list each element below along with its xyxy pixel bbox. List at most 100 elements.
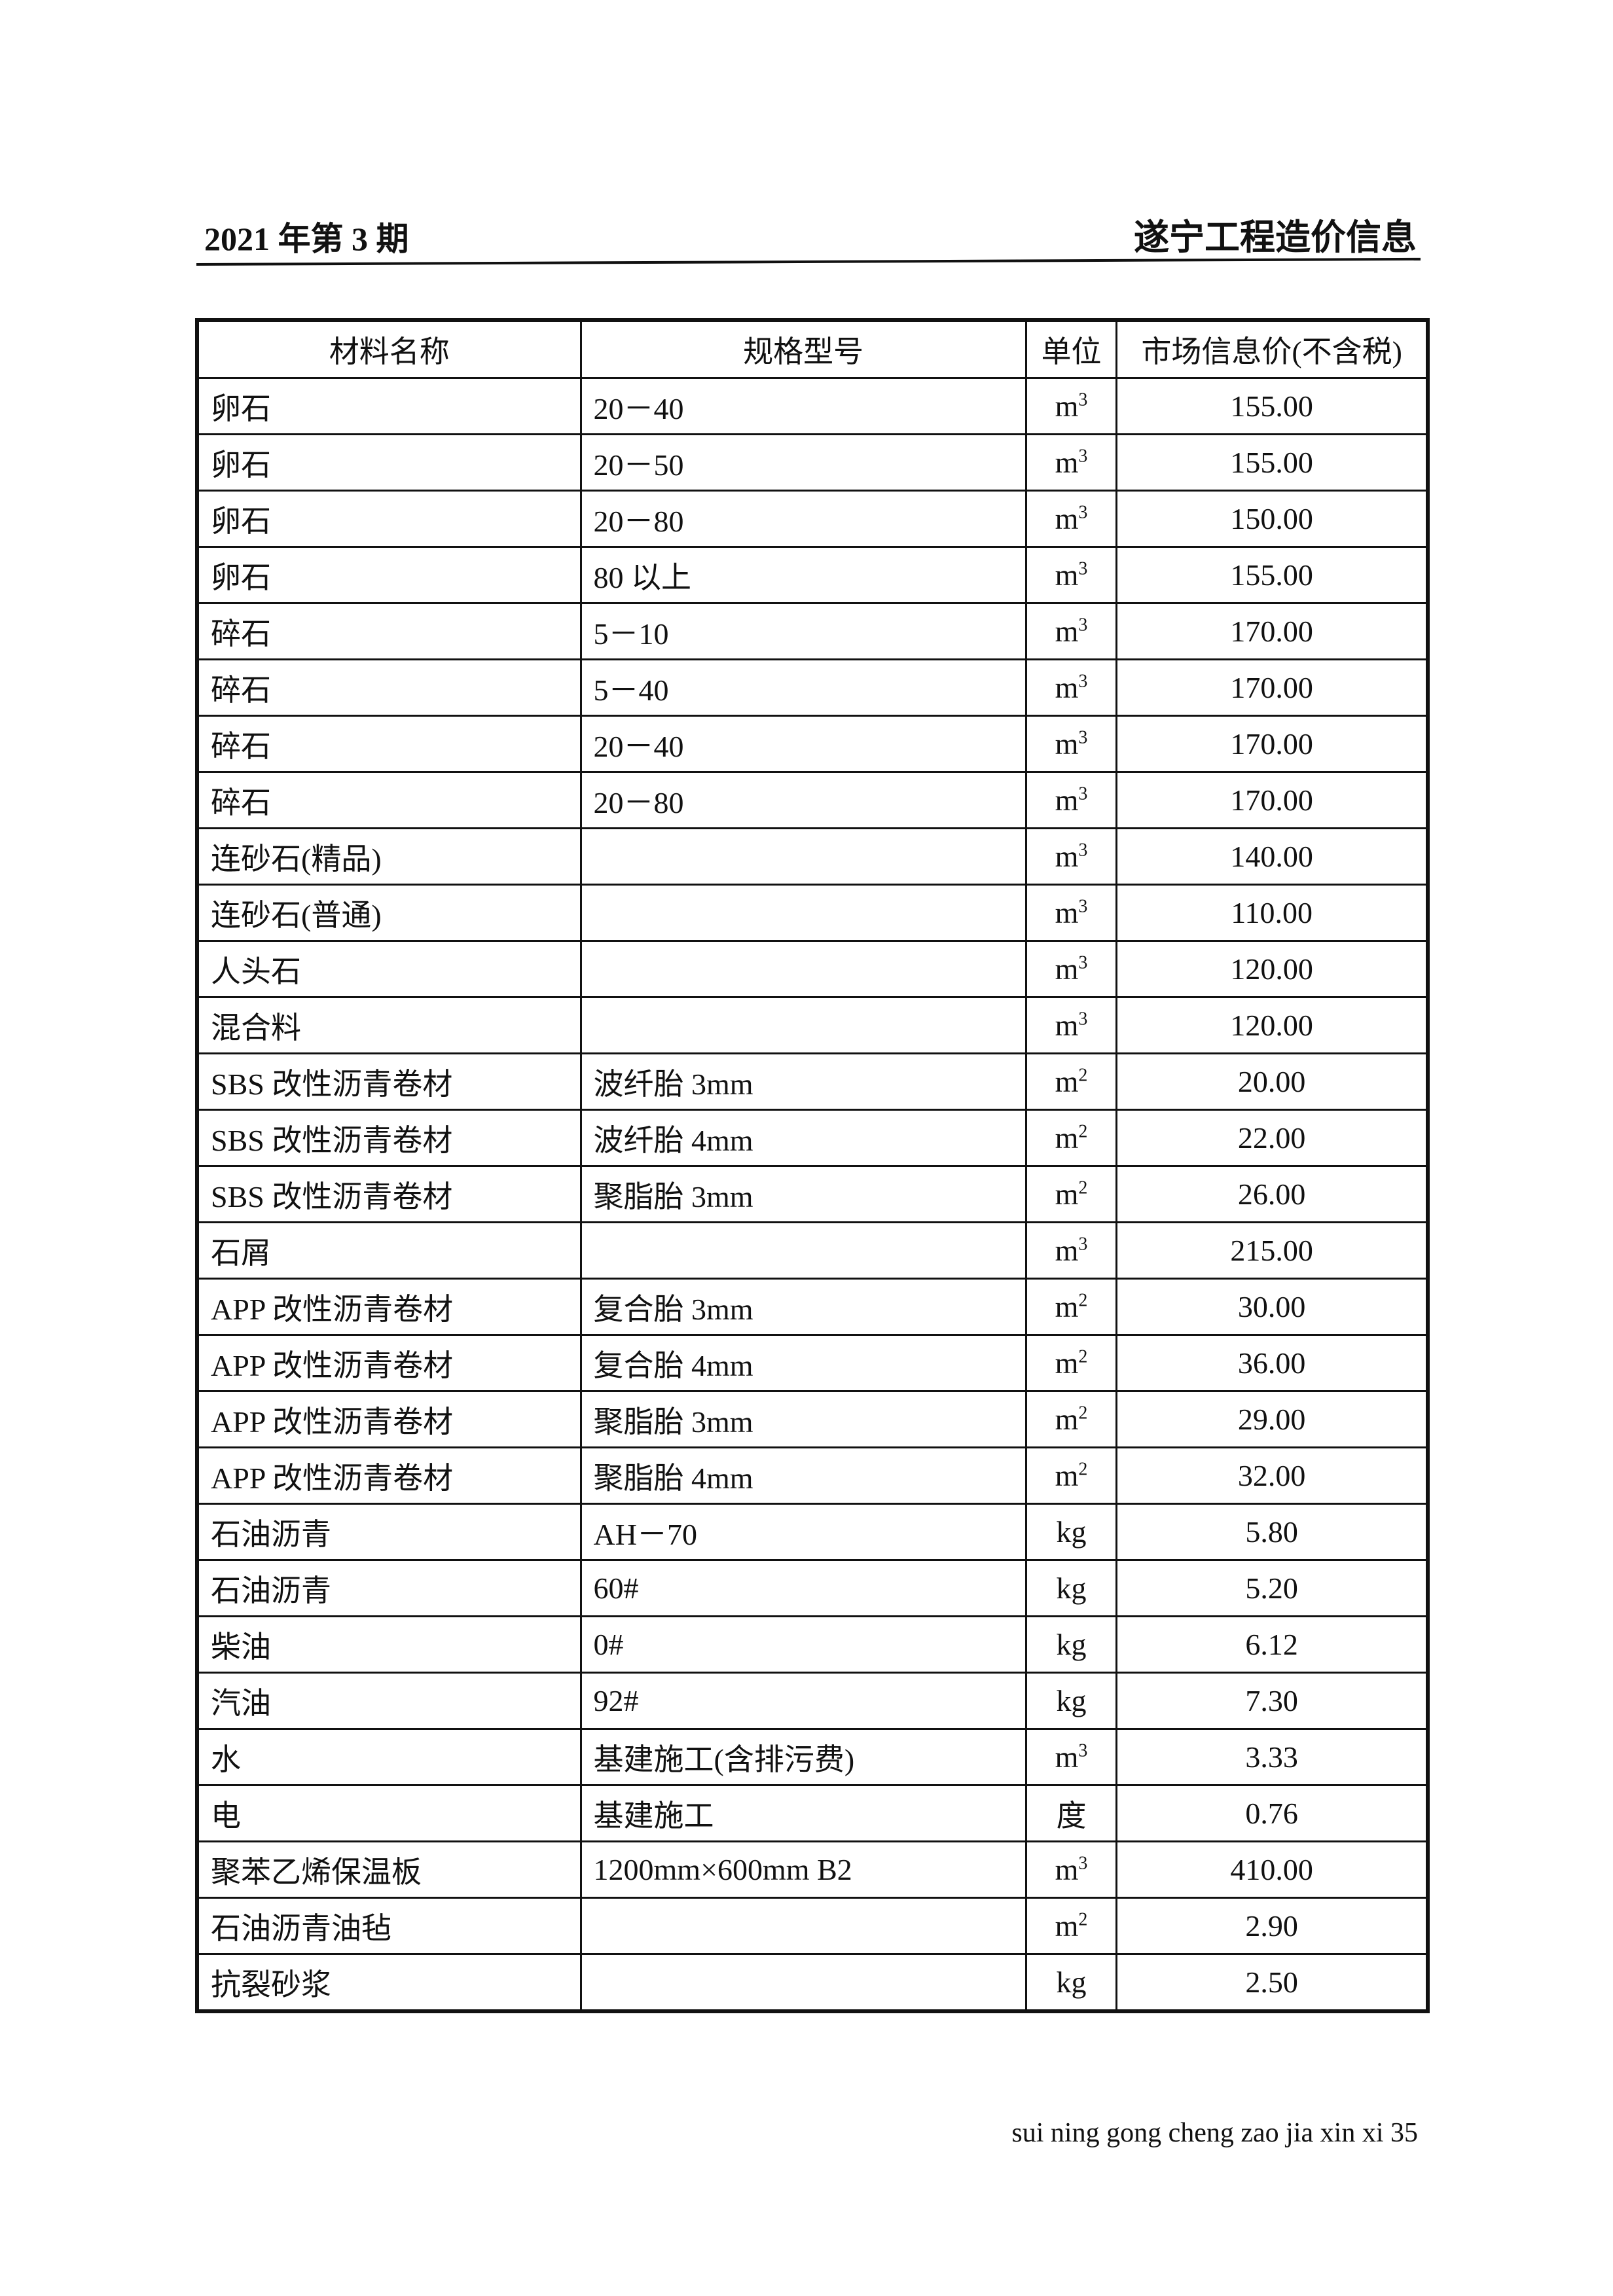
price-cell: 2.50 [1115,1953,1429,2013]
spec-cell: 聚脂胎 3mm [579,1165,1027,1223]
spec-cell: 基建施工(含排污费) [579,1728,1027,1786]
price-cell: 155.00 [1115,377,1429,435]
spec-cell: 20－40 [579,715,1027,773]
material-name-cell: SBS 改性沥青卷材 [196,1165,582,1223]
spec-cell: 复合胎 3mm [579,1278,1027,1336]
unit-text: m [1055,1740,1079,1774]
unit-cell: m2 [1024,1052,1118,1111]
unit-cell: m3 [1024,546,1118,604]
unit-cell: m2 [1024,1390,1118,1448]
unit-cell: m3 [1024,884,1118,942]
table-row: 卵石 20－50 m3 155.00 [196,433,1429,492]
table-row: 连砂石(普通) m3 110.00 [196,884,1429,942]
price-cell: 6.12 [1115,1615,1429,1674]
spec-cell: 80 以上 [579,546,1027,604]
unit-cell: m2 [1024,1897,1118,1955]
table-row: 抗裂砂浆 kg 2.50 [196,1953,1429,2013]
spec-cell: 92# [579,1672,1027,1730]
unit-text: m [1055,615,1079,648]
unit-cell: kg [1024,1503,1118,1561]
unit-text: m [1055,1909,1079,1943]
unit-cell: kg [1024,1953,1118,2013]
spec-cell: 20－80 [579,771,1027,829]
unit-text: m [1055,1459,1079,1492]
price-cell: 215.00 [1115,1221,1429,1280]
table-row: 碎石 20－40 m3 170.00 [196,715,1429,773]
unit-cell: m3 [1024,1221,1118,1280]
unit-text: kg [1056,1571,1087,1605]
unit-cell: m2 [1024,1446,1118,1505]
unit-text: m [1055,952,1079,986]
unit-cell: kg [1024,1615,1118,1674]
unit-exponent: 3 [1078,502,1088,523]
price-cell: 0.76 [1115,1784,1429,1842]
material-name-cell: 连砂石(精品) [196,827,582,886]
material-name-cell: 聚苯乙烯保温板 [196,1840,582,1899]
unit-cell: m2 [1024,1109,1118,1167]
unit-text: m [1055,1177,1079,1211]
unit-text: m [1055,1403,1079,1436]
unit-text: m [1055,1853,1079,1886]
material-name-cell: 卵石 [196,546,582,604]
unit-cell: m2 [1024,1334,1118,1392]
price-cell: 26.00 [1115,1165,1429,1223]
unit-cell: m3 [1024,715,1118,773]
spec-cell: 波纤胎 3mm [579,1052,1027,1111]
table-row: 电基建施工度 0.76 [196,1784,1429,1842]
price-cell: 20.00 [1115,1052,1429,1111]
spec-cell: 0# [579,1615,1027,1674]
unit-cell: m3 [1024,1840,1118,1899]
material-name-cell: 柴油 [196,1615,582,1674]
unit-exponent: 3 [1078,1740,1088,1761]
price-cell: 120.00 [1115,996,1429,1054]
column-header-unit: 单位 [1024,319,1118,379]
table-row: 汽油 92# kg 7.30 [196,1672,1429,1730]
table-row: 碎石 5－10 m3 170.00 [196,602,1429,660]
table-row: 水基建施工(含排污费) m3 3.33 [196,1728,1429,1786]
unit-cell: m3 [1024,827,1118,886]
price-cell: 36.00 [1115,1334,1429,1392]
unit-cell: m3 [1024,490,1118,548]
spec-cell: 聚脂胎 3mm [579,1390,1027,1448]
table-row: SBS 改性沥青卷材 波纤胎 3mm m2 20.00 [196,1052,1429,1111]
table-row: 石油沥青油毡 m2 2.90 [196,1897,1429,1955]
spec-cell: AH－70 [579,1503,1027,1561]
price-cell: 22.00 [1115,1109,1429,1167]
unit-exponent: 3 [1078,1853,1088,1874]
unit-cell: m3 [1024,602,1118,660]
material-name-cell: 石油沥青 [196,1559,582,1617]
price-cell: 5.20 [1115,1559,1429,1617]
table-row: 人头石 m3 120.00 [196,940,1429,998]
spec-cell: 5－40 [579,658,1027,717]
material-name-cell: 连砂石(普通) [196,884,582,942]
table-header-row: 材料名称 规格型号 单位 市场信息价(不含税) [196,319,1429,379]
unit-exponent: 2 [1078,1121,1088,1142]
price-cell: 170.00 [1115,602,1429,660]
price-cell: 120.00 [1115,940,1429,998]
unit-exponent: 2 [1078,1403,1088,1424]
price-cell: 170.00 [1115,771,1429,829]
unit-exponent: 3 [1078,671,1088,692]
unit-text: kg [1056,1515,1087,1549]
spec-cell [579,827,1027,886]
unit-exponent: 3 [1078,727,1088,748]
price-cell: 32.00 [1115,1446,1429,1505]
unit-text: m [1055,840,1079,873]
unit-text: m [1055,1346,1079,1380]
unit-text: m [1055,1290,1079,1323]
unit-exponent: 2 [1078,1909,1088,1930]
table-row: SBS 改性沥青卷材 聚脂胎 3mm m2 26.00 [196,1165,1429,1223]
price-cell: 155.00 [1115,433,1429,492]
table-row: 卵石 20－40 m3 155.00 [196,377,1429,435]
unit-cell: kg [1024,1672,1118,1730]
unit-cell: m3 [1024,1728,1118,1786]
spec-cell [579,1221,1027,1280]
price-cell: 2.90 [1115,1897,1429,1955]
price-cell: 150.00 [1115,490,1429,548]
unit-exponent: 2 [1078,1459,1088,1480]
material-name-cell: APP 改性沥青卷材 [196,1334,582,1392]
table-row: 聚苯乙烯保温板 1200mm×600mm B2 m3 410.00 [196,1840,1429,1899]
material-name-cell: 混合料 [196,996,582,1054]
column-header-price: 市场信息价(不含税) [1115,319,1429,379]
unit-text: kg [1056,1965,1087,1999]
